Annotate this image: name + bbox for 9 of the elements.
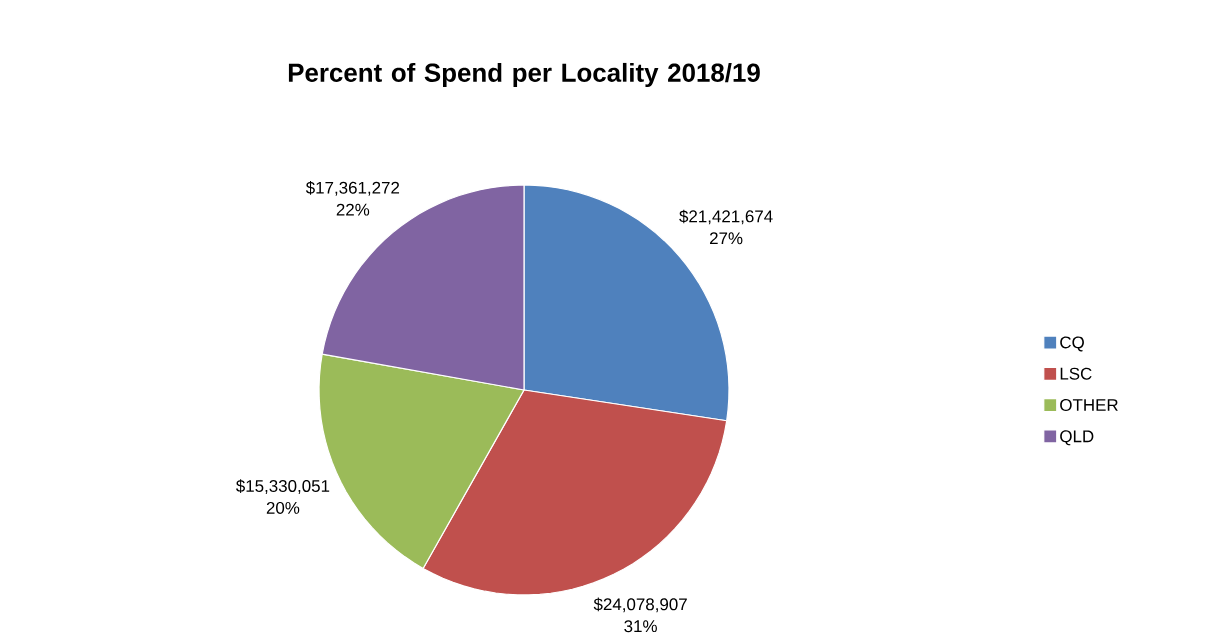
legend-label: OTHER (1060, 399, 1118, 412)
data-label: $17,361,272 22% (305, 181, 400, 216)
data-label: $21,421,674 27% (679, 209, 773, 245)
legend-label: CQ (1060, 336, 1084, 352)
data-label: $15,330,051 20% (236, 479, 330, 515)
legend-label: LSC (1060, 367, 1092, 380)
legend-label: QLD (1060, 430, 1094, 446)
data-label: $24,078,907 31% (593, 597, 687, 633)
chart-title: Percent of Spend per Locality 2018/19 (288, 63, 760, 88)
